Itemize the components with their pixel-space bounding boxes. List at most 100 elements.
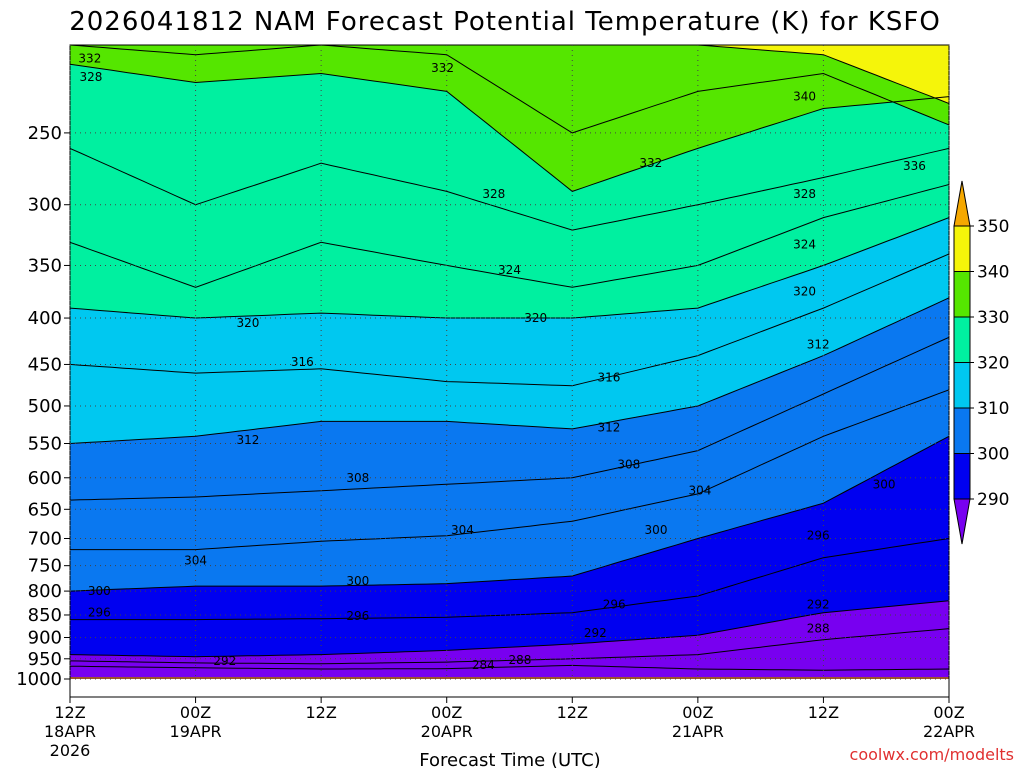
- y-tick-label-750: 750: [28, 556, 62, 577]
- contour-label-304: 304: [184, 553, 207, 567]
- colorbar-label-290: 290: [977, 490, 1009, 510]
- contour-label-340: 340: [793, 90, 816, 104]
- contour-label-296: 296: [603, 598, 626, 612]
- band-340: [70, 45, 949, 104]
- contour-label-320: 320: [236, 316, 259, 330]
- colorbar-label-330: 330: [977, 308, 1009, 328]
- contour-label-300: 300: [346, 574, 369, 588]
- y-tick-label-400: 400: [28, 308, 62, 329]
- isotherm-340: [565, 45, 949, 104]
- colorbar-top-arrow: [953, 180, 971, 227]
- contour-label-332: 332: [431, 61, 454, 75]
- isotherm-332: [70, 63, 949, 192]
- x-tick-year-0: 2026: [50, 741, 91, 760]
- x-tick-label-84: 00Z: [933, 703, 964, 722]
- contour-label-308: 308: [617, 457, 640, 471]
- y-tick-label-950: 950: [28, 649, 62, 670]
- contour-label-312: 312: [807, 338, 830, 352]
- y-tick-label-550: 550: [28, 433, 62, 454]
- x-tick-date-12: 19APR: [170, 722, 222, 741]
- contour-label-312: 312: [236, 433, 259, 447]
- contour-label-304: 304: [688, 484, 711, 498]
- contour-label-328: 328: [482, 187, 505, 201]
- x-tick-label-24: 12Z: [305, 703, 336, 722]
- x-tick-date-60: 21APR: [672, 722, 724, 741]
- contour-labels: 332 328 332 340 332 336 328 328 324 324 320 320 320 3…: [78, 52, 925, 672]
- isotherm-284: [70, 664, 949, 671]
- x-tick-label-72: 12Z: [808, 703, 839, 722]
- colorbar-bin-320: [953, 316, 971, 363]
- contour-label-320: 320: [524, 311, 547, 325]
- y-tick-label-800: 800: [28, 581, 62, 602]
- contour-label-304: 304: [451, 523, 474, 537]
- plot-area: [70, 45, 949, 679]
- y-tick-label-850: 850: [28, 605, 62, 626]
- isotherm-288: [70, 628, 949, 665]
- colorbar-bin-330: [953, 271, 971, 318]
- x-tick-date-0: 18APR: [44, 722, 96, 741]
- isotherm-336: [70, 45, 949, 134]
- credit-text: coolwx.com/modelts: [850, 745, 1014, 764]
- colorbar-bottom-arrow: [953, 498, 971, 545]
- y-tick-label-500: 500: [28, 396, 62, 417]
- contour-label-316: 316: [291, 355, 314, 369]
- y-axis: 2503003504004505005506006507007508008509…: [16, 123, 70, 690]
- contour-label-300: 300: [645, 523, 668, 537]
- x-tick-label-36: 00Z: [431, 703, 462, 722]
- isotherm-328: [70, 147, 949, 231]
- isotherm-316: [70, 253, 949, 387]
- y-tick-label-350: 350: [28, 255, 62, 276]
- x-tick-label-0: 12Z: [54, 703, 85, 722]
- isotherm-292: [70, 600, 949, 658]
- isotherm-320: [70, 217, 949, 319]
- isotherm-324: [70, 184, 949, 288]
- y-tick-label-250: 250: [28, 123, 62, 144]
- contour-label-296: 296: [346, 609, 369, 623]
- contour-label-292: 292: [584, 626, 607, 640]
- grid-lines: [69, 44, 950, 698]
- colorbar-bin-340: [953, 225, 971, 272]
- isotherm-296: [70, 538, 949, 621]
- y-tick-label-450: 450: [28, 354, 62, 375]
- contour-label-332: 332: [639, 156, 662, 170]
- y-tick-label-650: 650: [28, 499, 62, 520]
- contour-label-300: 300: [873, 477, 896, 491]
- colorbar-label-320: 320: [977, 354, 1009, 374]
- x-axis-label: Forecast Time (UTC): [419, 750, 600, 768]
- colorbar-bin-290: [953, 453, 971, 500]
- colorbar-bin-300: [953, 407, 971, 454]
- chart-title: 2026041812 NAM Forecast Potential Temper…: [69, 7, 941, 37]
- colorbar-label-340: 340: [977, 263, 1009, 283]
- y-tick-label-600: 600: [28, 468, 62, 489]
- colorbar-bin-310: [953, 362, 971, 409]
- contour-label-292: 292: [213, 654, 236, 668]
- x-tick-label-48: 12Z: [557, 703, 588, 722]
- colorbar-label-310: 310: [977, 399, 1009, 419]
- colorbar: 350 340 330 320 310 300 290: [953, 180, 1009, 545]
- contour-label-288: 288: [509, 653, 532, 667]
- y-tick-label-300: 300: [28, 195, 62, 216]
- band-336: [70, 45, 949, 133]
- x-tick-label-60: 00Z: [682, 703, 713, 722]
- y-tick-label-900: 900: [28, 627, 62, 648]
- contour-label-328: 328: [79, 70, 102, 84]
- isotherm-308: [70, 336, 949, 501]
- colorbar-label-300: 300: [977, 445, 1009, 465]
- isotherm-312: [70, 297, 949, 444]
- x-tick-label-12: 00Z: [180, 703, 211, 722]
- contour-label-284: 284: [472, 658, 495, 672]
- contour-label-320: 320: [793, 285, 816, 299]
- contour-label-316: 316: [597, 370, 620, 384]
- x-tick-date-84: 22APR: [923, 722, 975, 741]
- contour-label-308: 308: [346, 471, 369, 485]
- contour-label-292: 292: [807, 598, 830, 612]
- surface-strip: [70, 677, 949, 679]
- colorbar-label-350: 350: [977, 217, 1009, 237]
- contour-label-300: 300: [88, 584, 111, 598]
- isotherm-lines: [70, 45, 949, 679]
- x-tick-date-36: 20APR: [421, 722, 473, 741]
- contour-label-328: 328: [793, 187, 816, 201]
- contour-label-324: 324: [793, 238, 816, 252]
